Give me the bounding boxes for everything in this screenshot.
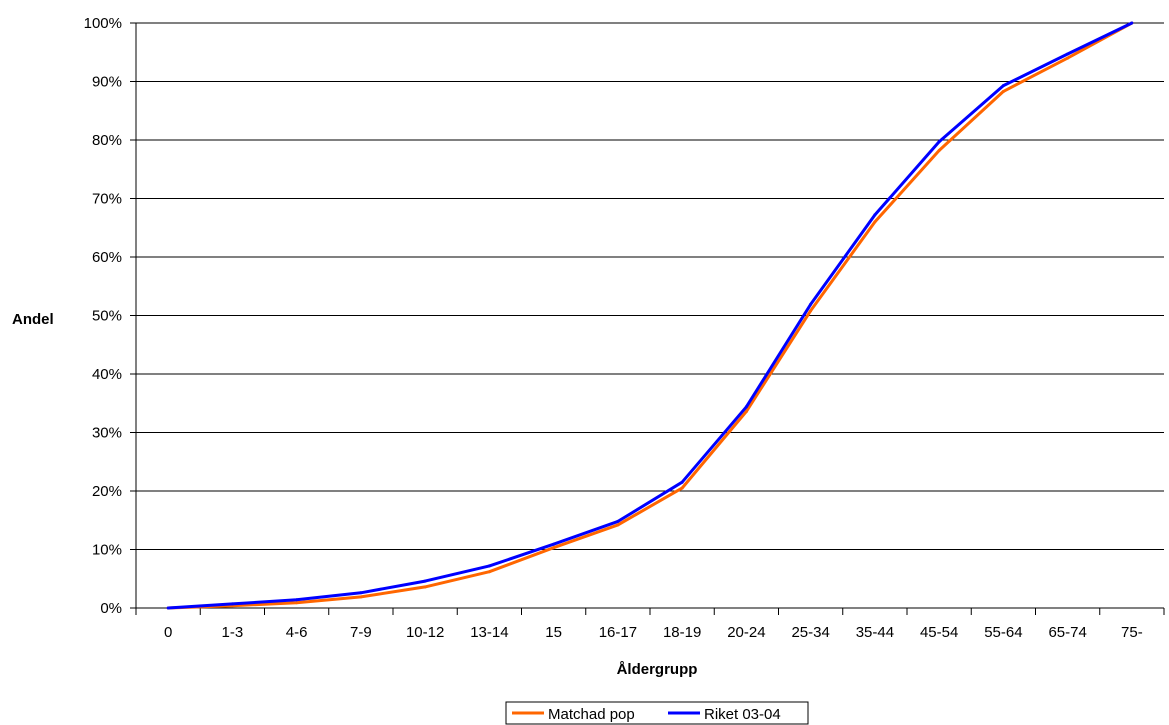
y-tick-label: 40% — [92, 366, 122, 383]
x-axis: 0 1-3 4-6 7-9 10-12 13-14 15 16-17 18-19 20-24 25-… — [135, 23, 1165, 641]
data-point-riket-03-04 — [295, 598, 299, 602]
data-point-matchad-pop — [937, 149, 941, 153]
data-point-riket-03-04 — [230, 602, 234, 606]
x-tick-label: 16-17 — [599, 624, 637, 641]
data-point-riket-03-04 — [1130, 21, 1134, 25]
data-point-riket-03-04 — [616, 519, 620, 523]
y-tick-label: 100% — [84, 15, 122, 32]
data-point-matchad-pop — [680, 486, 684, 490]
data-point-riket-03-04 — [744, 405, 748, 409]
y-axis-title: Andel — [12, 311, 54, 328]
gridlines — [136, 22, 1164, 550]
data-point-riket-03-04 — [552, 542, 556, 546]
x-tick-label: 7-9 — [350, 624, 372, 641]
x-tick-label: 20-24 — [727, 624, 765, 641]
data-point-matchad-pop — [295, 601, 299, 605]
data-point-riket-03-04 — [680, 480, 684, 484]
x-tick-label: 25-34 — [791, 624, 829, 641]
data-point-matchad-pop — [809, 309, 813, 313]
x-tick-label: 55-64 — [984, 624, 1022, 641]
x-tick-label: 18-19 — [663, 624, 701, 641]
data-point-riket-03-04 — [487, 564, 491, 568]
x-axis-title: Åldergrupp — [617, 661, 698, 678]
x-tick-label: 0 — [164, 624, 172, 641]
y-tick-label: 50% — [92, 308, 122, 325]
data-point-matchad-pop — [487, 570, 491, 574]
data-point-matchad-pop — [744, 409, 748, 413]
data-point-matchad-pop — [423, 585, 427, 589]
data-point-matchad-pop — [1001, 89, 1005, 93]
data-point-riket-03-04 — [809, 302, 813, 306]
x-tick-label: 35-44 — [856, 624, 894, 641]
x-tick-label: 75- — [1121, 624, 1143, 641]
x-tick-label: 4-6 — [286, 624, 308, 641]
x-tick-label: 1-3 — [222, 624, 244, 641]
y-tick-label: 60% — [92, 249, 122, 266]
data-point-riket-03-04 — [1066, 52, 1070, 56]
legend: Matchad pop Riket 03-04 — [505, 701, 809, 725]
data-point-riket-03-04 — [1001, 84, 1005, 88]
y-tick-label: 80% — [92, 132, 122, 149]
legend-label-matchad-pop: Matchad pop — [548, 706, 635, 723]
y-tick-label: 0% — [100, 600, 122, 617]
x-tick-label: 65-74 — [1048, 624, 1086, 641]
y-tick-label: 70% — [92, 191, 122, 208]
y-tick-label: 30% — [92, 425, 122, 442]
data-point-matchad-pop — [552, 546, 556, 550]
data-point-matchad-pop — [873, 220, 877, 224]
data-point-riket-03-04 — [423, 579, 427, 583]
legend-box — [505, 701, 809, 725]
series-line-matchad-pop — [168, 21, 1133, 610]
y-tick-label: 10% — [92, 542, 122, 559]
data-point-matchad-pop — [616, 523, 620, 527]
data-point-riket-03-04 — [359, 591, 363, 595]
y-axis-ticks: 0% 10% 20% 30% 40% 50% 60% 70% 80% 90% 100% — [84, 15, 136, 617]
x-tick-label: 45-54 — [920, 624, 958, 641]
data-point-riket-03-04 — [166, 606, 170, 610]
data-point-matchad-pop — [1066, 56, 1070, 60]
series-lines — [166, 21, 1134, 610]
x-tick-label: 10-12 — [406, 624, 444, 641]
legend-label-riket-03-04: Riket 03-04 — [704, 706, 781, 723]
y-tick-label: 90% — [92, 74, 122, 91]
x-tick-label: 15 — [545, 624, 562, 641]
data-point-matchad-pop — [359, 595, 363, 599]
y-tick-label: 20% — [92, 483, 122, 500]
data-point-riket-03-04 — [937, 140, 941, 144]
x-tick-label: 13-14 — [470, 624, 508, 641]
series-line-riket-03-04 — [168, 21, 1133, 610]
data-point-riket-03-04 — [873, 213, 877, 217]
